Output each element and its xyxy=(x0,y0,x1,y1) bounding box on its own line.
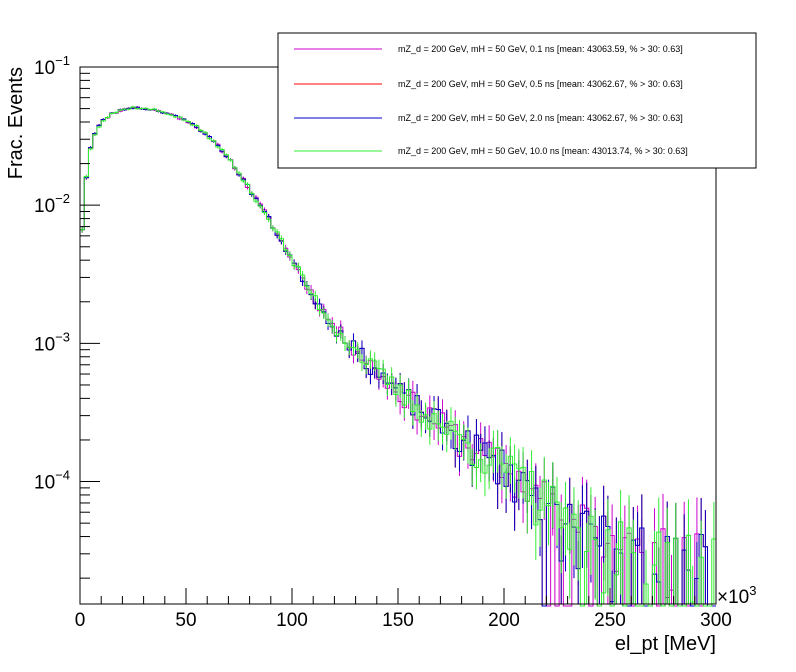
x-axis: 0 50 100 150 200 250 300 xyxy=(75,588,732,631)
series-3 xyxy=(80,105,716,607)
y-tick-label: 10−3 xyxy=(34,329,70,355)
legend-entry-label: mZ_d = 200 GeV, mH = 50 GeV, 0.5 ns [mea… xyxy=(398,79,683,89)
x-axis-multiplier-exponent: 3 xyxy=(749,583,756,598)
y-tick-label: 10−1 xyxy=(34,53,70,79)
x-tick-label: 250 xyxy=(594,610,626,631)
x-tick-label: 300 xyxy=(700,610,732,631)
x-tick-label: 200 xyxy=(488,610,520,631)
legend-box xyxy=(277,32,757,169)
y-tick-label: 10−2 xyxy=(34,191,70,217)
x-tick-label: 150 xyxy=(382,610,414,631)
x-tick-label: 100 xyxy=(276,610,308,631)
y-axis-title: Frac. Events xyxy=(5,67,27,179)
legend: mZ_d = 200 GeV, mH = 50 GeV, 0.1 ns [mea… xyxy=(277,32,757,169)
x-axis-title: el_pt [MeV] xyxy=(615,633,716,655)
y-tick-label: 10−4 xyxy=(34,468,70,494)
x-tick-label: 0 xyxy=(75,610,86,631)
x-axis-multiplier-base: ×10 xyxy=(717,587,749,608)
y-axis: 10−4 10−3 10−2 10−1 xyxy=(34,53,100,579)
legend-entry-label: mZ_d = 200 GeV, mH = 50 GeV, 0.1 ns [mea… xyxy=(398,44,683,54)
legend-entry-label: mZ_d = 200 GeV, mH = 50 GeV, 10.0 ns [me… xyxy=(398,146,688,156)
legend-entry-label: mZ_d = 200 GeV, mH = 50 GeV, 2.0 ns [mea… xyxy=(398,113,683,123)
x-tick-label: 50 xyxy=(175,610,196,631)
series-line xyxy=(80,106,716,607)
series-layer xyxy=(80,105,716,607)
x-axis-multiplier: ×103 xyxy=(717,583,756,608)
